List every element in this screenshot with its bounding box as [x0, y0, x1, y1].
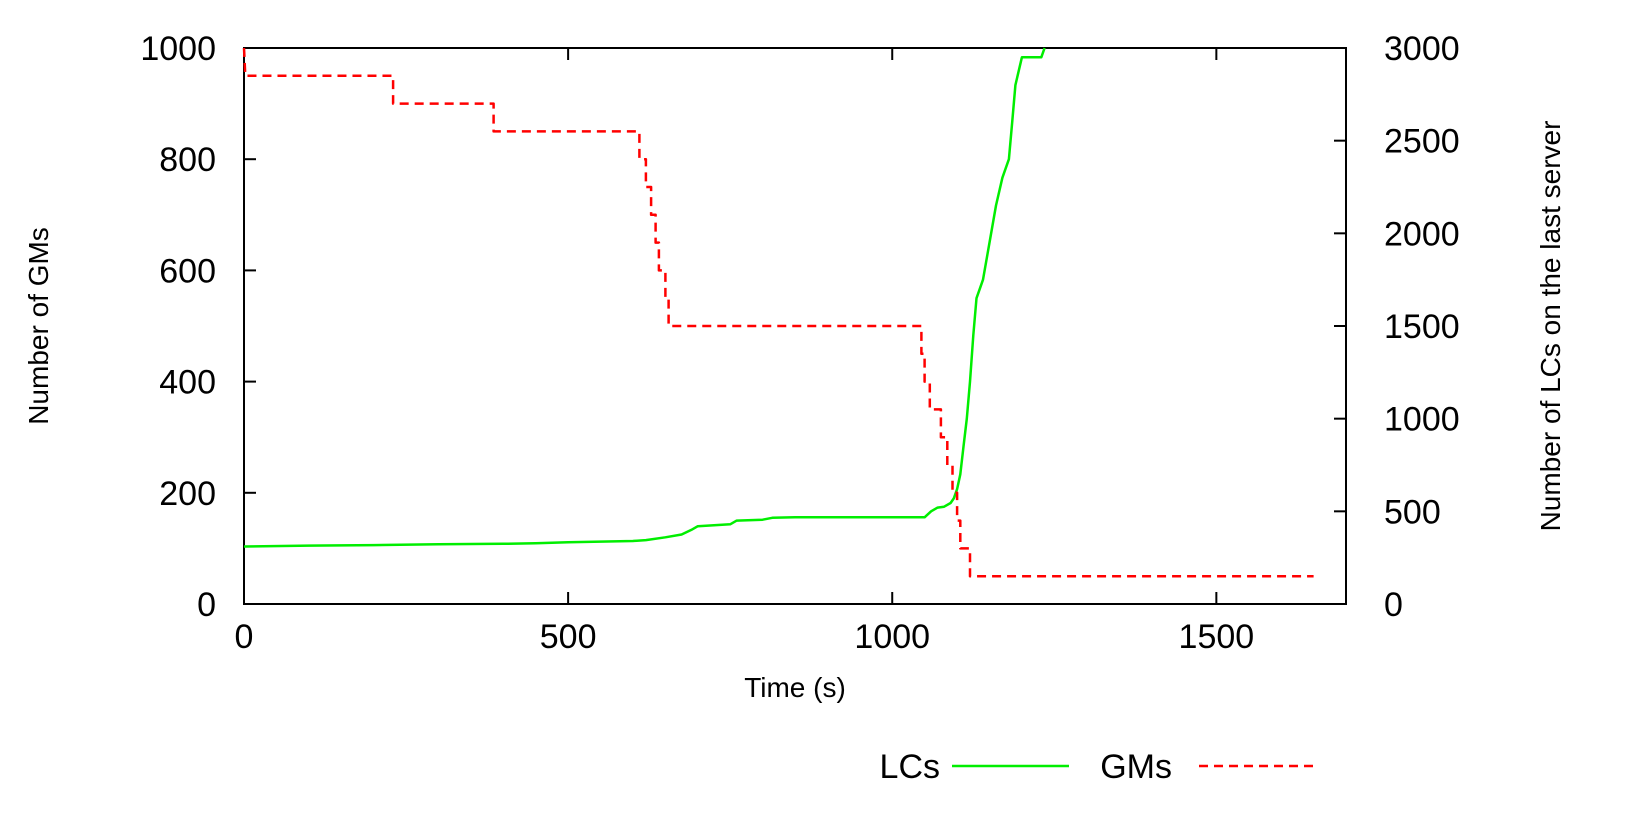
series-layer — [242, 47, 1314, 578]
series-line-gms — [242, 47, 1314, 578]
y2-tick-label: 2500 — [1384, 123, 1460, 161]
y-axis-title: Number of GMs — [23, 227, 54, 425]
legend: LCs GMs — [880, 748, 1318, 786]
y2-tick-label: 1500 — [1384, 308, 1460, 346]
y2-tick-label: 1000 — [1384, 401, 1460, 439]
y-tick-label: 800 — [159, 141, 216, 179]
y2-tick-label: 500 — [1384, 493, 1441, 531]
x-tick-label: 1000 — [854, 618, 930, 656]
y2-tick-label: 3000 — [1384, 30, 1460, 68]
x-axis-title: Time (s) — [744, 672, 846, 703]
x-tick-label: 0 — [235, 618, 254, 656]
y2-tick-label: 0 — [1384, 586, 1403, 624]
x-tick-label: 500 — [540, 618, 597, 656]
y-tick-label: 200 — [159, 475, 216, 513]
y-tick-label: 0 — [197, 586, 216, 624]
y2-tick-label: 2000 — [1384, 215, 1460, 253]
legend-label-lcs: LCs — [880, 748, 940, 786]
y-tick-label: 1000 — [140, 30, 216, 68]
y-tick-label: 600 — [159, 252, 216, 290]
x-tick-label: 1500 — [1179, 618, 1255, 656]
ticks-layer: 0 500 1000 1500 0 200 400 600 800 1000 0 500 1000 150… — [140, 30, 1459, 656]
y2-axis-title: Number of LCs on the last server — [1535, 121, 1566, 532]
legend-label-gms: GMs — [1100, 748, 1172, 786]
series-line-lcs — [243, 47, 1046, 548]
y-tick-label: 400 — [159, 364, 216, 402]
